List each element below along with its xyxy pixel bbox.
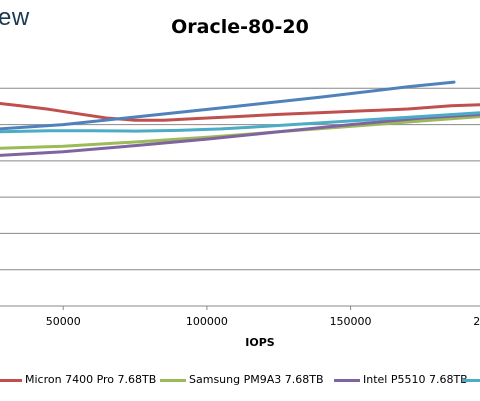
chart-legend: Micron 7400 Pro 7.68TB Samsung PM9A3 7.68… — [0, 372, 480, 390]
legend-swatch — [334, 379, 360, 382]
x-axis-label: IOPS — [245, 336, 275, 349]
x-tick-label: 200000 — [473, 315, 480, 328]
legend-swatch — [160, 379, 186, 382]
brand-logo-text: ew — [0, 4, 30, 31]
legend-swatch — [462, 379, 480, 382]
series-line-5 — [0, 80, 456, 131]
legend-label: Samsung PM9A3 7.68TB — [189, 373, 324, 386]
x-tick-label: 100000 — [186, 315, 228, 328]
x-tick-label: 150000 — [330, 315, 372, 328]
legend-label: Micron 7400 Pro 7.68TB — [25, 373, 157, 386]
series-line-1 — [0, 102, 480, 122]
series-line-4 — [0, 111, 480, 134]
legend-label: Intel P5510 7.68TB — [363, 373, 468, 386]
x-tick-label: 50000 — [46, 315, 81, 328]
legend-swatch — [0, 379, 22, 382]
chart-title: Oracle-80-20 — [171, 16, 309, 38]
series-line-3 — [0, 113, 480, 157]
